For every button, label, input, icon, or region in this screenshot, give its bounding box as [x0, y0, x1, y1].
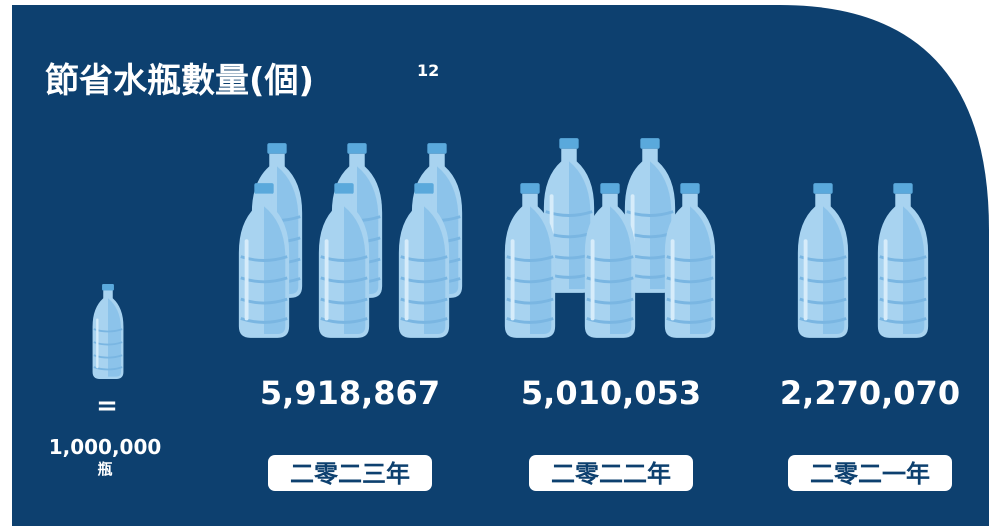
- value: 2,270,070: [780, 374, 960, 412]
- title: 節省水瓶數量(個): [45, 61, 314, 101]
- year: 二零二三年: [290, 460, 410, 488]
- year: 二零二一年: [810, 460, 930, 488]
- legend-unit: 瓶: [97, 460, 112, 478]
- year: 二零二二年: [551, 460, 671, 488]
- legend-amount: 1,000,000: [49, 435, 162, 459]
- legend-equals: =: [96, 391, 118, 421]
- value: 5,010,053: [521, 374, 701, 412]
- infographic: 節省水瓶數量(個) 12 = 1,000,000 瓶 5,918,867 二零二三…: [0, 0, 989, 526]
- value: 5,918,867: [260, 374, 440, 412]
- title-note: 12: [417, 61, 439, 80]
